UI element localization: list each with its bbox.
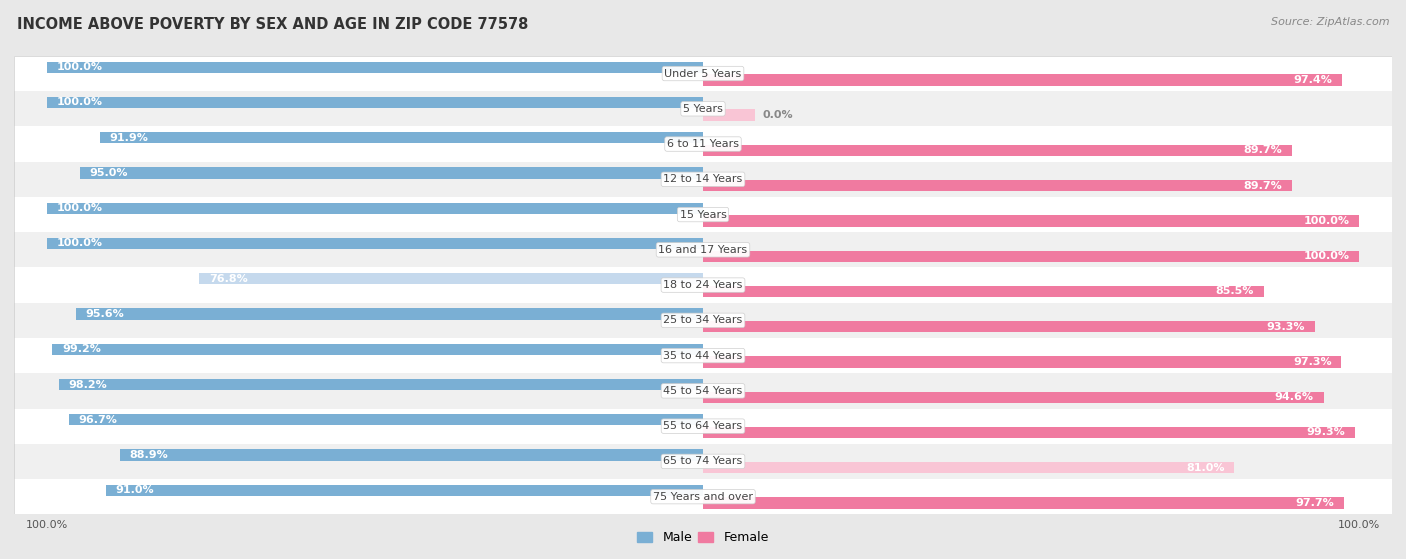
- Bar: [14, 303, 1392, 338]
- Bar: [14, 338, 1392, 373]
- Text: 100.0%: 100.0%: [56, 239, 103, 249]
- Text: 75 Years and over: 75 Years and over: [652, 492, 754, 501]
- Bar: [14, 479, 1392, 514]
- Bar: [120, 449, 703, 461]
- Text: 16 and 17 Years: 16 and 17 Years: [658, 245, 748, 255]
- Text: 55 to 64 Years: 55 to 64 Years: [664, 421, 742, 431]
- Text: 97.4%: 97.4%: [1294, 75, 1333, 85]
- Bar: [703, 74, 1343, 86]
- Bar: [76, 309, 703, 320]
- Text: 91.9%: 91.9%: [110, 132, 149, 143]
- Bar: [14, 56, 1392, 91]
- Text: 100.0%: 100.0%: [1303, 216, 1350, 226]
- Text: 35 to 44 Years: 35 to 44 Years: [664, 350, 742, 361]
- Bar: [105, 485, 703, 496]
- Bar: [703, 356, 1341, 368]
- Bar: [14, 409, 1392, 444]
- Text: INCOME ABOVE POVERTY BY SEX AND AGE IN ZIP CODE 77578: INCOME ABOVE POVERTY BY SEX AND AGE IN Z…: [17, 17, 529, 32]
- Bar: [14, 197, 1392, 232]
- Text: 89.7%: 89.7%: [1243, 181, 1282, 191]
- Text: 25 to 34 Years: 25 to 34 Years: [664, 315, 742, 325]
- Text: 65 to 74 Years: 65 to 74 Years: [664, 456, 742, 466]
- Text: 96.7%: 96.7%: [79, 415, 117, 425]
- Bar: [46, 238, 703, 249]
- Bar: [69, 414, 703, 425]
- Text: 99.2%: 99.2%: [62, 344, 101, 354]
- Text: 91.0%: 91.0%: [115, 485, 155, 495]
- Bar: [52, 344, 703, 355]
- Text: 81.0%: 81.0%: [1187, 463, 1225, 473]
- Text: 89.7%: 89.7%: [1243, 145, 1282, 155]
- Text: 94.6%: 94.6%: [1275, 392, 1313, 402]
- Bar: [200, 273, 703, 285]
- Bar: [14, 162, 1392, 197]
- Text: 100.0%: 100.0%: [56, 62, 103, 72]
- Text: 98.2%: 98.2%: [69, 380, 107, 390]
- Text: 18 to 24 Years: 18 to 24 Years: [664, 280, 742, 290]
- Text: 100.0%: 100.0%: [56, 97, 103, 107]
- Bar: [46, 61, 703, 73]
- Text: 0.0%: 0.0%: [762, 110, 793, 120]
- Text: 99.3%: 99.3%: [1306, 428, 1344, 438]
- Bar: [703, 110, 755, 121]
- Legend: Male, Female: Male, Female: [633, 526, 773, 549]
- Bar: [703, 286, 1264, 297]
- Text: Under 5 Years: Under 5 Years: [665, 69, 741, 78]
- Text: 6 to 11 Years: 6 to 11 Years: [666, 139, 740, 149]
- Text: 5 Years: 5 Years: [683, 104, 723, 114]
- Text: 93.3%: 93.3%: [1267, 321, 1305, 331]
- Bar: [14, 373, 1392, 409]
- Bar: [703, 250, 1360, 262]
- Text: 85.5%: 85.5%: [1216, 286, 1254, 296]
- Bar: [703, 180, 1292, 191]
- Text: 97.3%: 97.3%: [1294, 357, 1331, 367]
- Text: 97.7%: 97.7%: [1295, 498, 1334, 508]
- Bar: [703, 321, 1315, 333]
- Bar: [80, 167, 703, 179]
- Text: 100.0%: 100.0%: [1303, 251, 1350, 261]
- Bar: [703, 391, 1323, 403]
- Text: 95.6%: 95.6%: [86, 309, 124, 319]
- Bar: [703, 462, 1234, 473]
- Bar: [59, 379, 703, 390]
- Bar: [14, 91, 1392, 126]
- Bar: [14, 267, 1392, 303]
- Text: 12 to 14 Years: 12 to 14 Years: [664, 174, 742, 184]
- Bar: [703, 498, 1344, 509]
- Text: 76.8%: 76.8%: [209, 274, 247, 284]
- Bar: [14, 126, 1392, 162]
- Text: 15 Years: 15 Years: [679, 210, 727, 220]
- Bar: [703, 427, 1354, 438]
- Bar: [703, 215, 1360, 226]
- Bar: [100, 132, 703, 143]
- Bar: [46, 97, 703, 108]
- Bar: [46, 202, 703, 214]
- Text: 95.0%: 95.0%: [90, 168, 128, 178]
- Text: 45 to 54 Years: 45 to 54 Years: [664, 386, 742, 396]
- Text: Source: ZipAtlas.com: Source: ZipAtlas.com: [1271, 17, 1389, 27]
- Bar: [14, 232, 1392, 267]
- Text: 100.0%: 100.0%: [56, 203, 103, 213]
- Bar: [14, 444, 1392, 479]
- Bar: [703, 145, 1292, 156]
- Text: 88.9%: 88.9%: [129, 450, 169, 460]
